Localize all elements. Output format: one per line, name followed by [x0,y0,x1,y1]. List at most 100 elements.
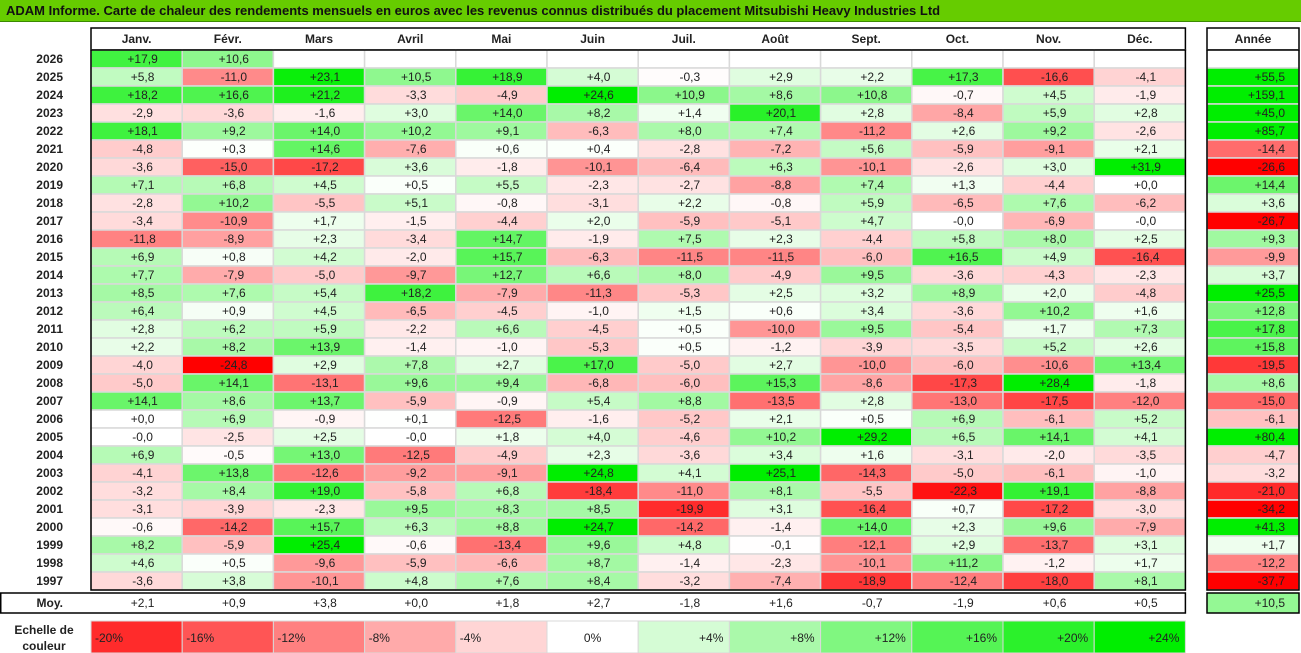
scale-label-value: -8% [369,631,391,645]
annual-cell [1206,229,1300,249]
cell-value: -0,0 [1135,214,1156,228]
cell-value: -2,3 [588,178,609,192]
cell-value: -1,5 [406,214,427,228]
cell-value: +6,5 [952,430,976,444]
cell-value: -7,9 [497,286,518,300]
cell-value: -0,8 [497,196,518,210]
cell-value: +6,2 [222,322,246,336]
cell-value: +18,2 [401,286,432,300]
cell-value: -3,1 [953,448,974,462]
cell-value: +4,0 [587,430,611,444]
month-header: Janv. [122,32,152,46]
cell-value: +7,1 [131,178,155,192]
cell-value: +14,6 [310,142,341,156]
cell-value: -8,9 [223,232,244,246]
cell-value: +6,8 [496,484,520,498]
cell-value: -4,5 [497,304,518,318]
cell-value: +19,0 [310,484,341,498]
cell-value: +15,7 [492,250,523,264]
cell-value: -10,9 [220,214,248,228]
annual-cell [1206,67,1300,87]
cell-value: -4,8 [1135,286,1156,300]
average-label: Moy. [37,596,63,610]
cell-value: -5,9 [679,214,700,228]
row-year-label: 2020 [36,160,63,174]
cell-value: +24,6 [583,88,614,102]
row-year-label: 1997 [36,574,63,588]
cell-value: +8,6 [769,88,793,102]
cell-value: +4,8 [678,538,702,552]
cell-value: +7,7 [131,268,155,282]
month-header: Oct. [946,32,969,46]
annual-value: +14,4 [1255,178,1286,192]
month-header: Nov. [1036,32,1061,46]
cell-value: -13,7 [1041,538,1069,552]
cell-value: +2,6 [1134,340,1158,354]
cell-value: -1,4 [679,556,700,570]
cell-value: -2,5 [223,430,244,444]
cell-value: -4,4 [862,232,883,246]
cell-value: +1,8 [496,430,520,444]
month-header: Juil. [672,32,696,46]
annual-value: -26,7 [1258,214,1286,228]
cell-value: +10,2 [1039,304,1070,318]
cell-value: +8,6 [222,394,246,408]
cell-value: +10,8 [857,88,888,102]
cell-value: -10,1 [859,556,887,570]
heatmap-cell [1002,49,1095,69]
scale-label-value: +12% [875,631,906,645]
cell-value: -7,9 [223,268,244,282]
cell-value: -7,4 [771,574,792,588]
cell-value: -16,4 [859,502,887,516]
annual-value: -21,0 [1258,484,1286,498]
cell-value: +3,8 [222,574,246,588]
cell-value: -6,5 [406,304,427,318]
month-header-frame [90,27,1187,51]
month-header: Déc. [1127,32,1152,46]
cell-value: +14,7 [492,232,523,246]
cell-value: +9,6 [587,538,611,552]
cell-value: +14,0 [310,124,341,138]
cell-value: +3,6 [404,160,428,174]
cell-value: +29,2 [857,430,888,444]
chart-title: ADAM Informe. Carte de chaleur des rende… [6,3,941,18]
scale-swatch [90,620,183,653]
annual-cell [1206,265,1300,285]
cell-value: +11,2 [949,556,979,570]
scale-label-value: +20% [1057,631,1088,645]
cell-value: +1,4 [678,106,702,120]
row-year-label: 2018 [36,196,63,210]
cell-value: +2,1 [769,412,793,426]
cell-value: +15,7 [310,520,341,534]
row-year-label: 2002 [36,484,63,498]
cell-value: -10,1 [859,160,887,174]
cell-value: -17,5 [1041,394,1069,408]
cell-value: -4,1 [1135,70,1156,84]
annual-value: +1,7 [1261,538,1285,552]
cell-value: -4,9 [497,448,518,462]
cell-value: +24,7 [583,520,614,534]
cell-value: -3,1 [132,502,153,516]
scale-swatch [911,620,1004,653]
average-annual-value: +10,5 [1255,596,1286,610]
cell-value: -0,8 [771,196,792,210]
cell-value: -4,3 [1044,268,1065,282]
cell-value: -6,1 [1044,412,1065,426]
cell-value: +18,1 [127,124,158,138]
cell-value: +2,9 [769,70,793,84]
cell-value: -0,6 [132,520,153,534]
cell-value: +5,1 [404,196,428,210]
cell-value: -6,5 [953,196,974,210]
cell-value: -2,0 [406,250,427,264]
cell-value: +18,9 [492,70,523,84]
annual-value: +45,0 [1255,106,1286,120]
cell-value: -8,8 [1135,484,1156,498]
row-year-label: 2011 [37,322,63,336]
annual-cell [1206,103,1300,123]
annual-value: -15,0 [1258,394,1286,408]
annual-cell [1206,193,1300,213]
cell-value: +8,5 [587,502,611,516]
cell-value: +3,2 [860,286,884,300]
heatmap-cell [1093,49,1187,69]
annual-cell [1206,373,1300,393]
